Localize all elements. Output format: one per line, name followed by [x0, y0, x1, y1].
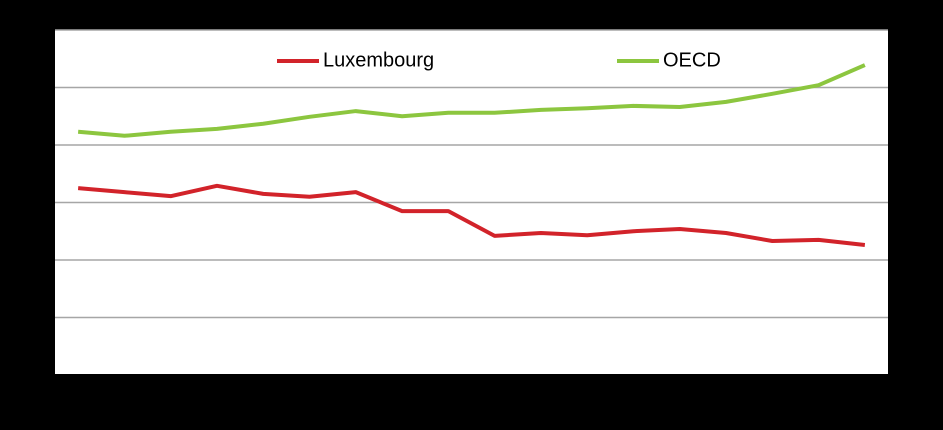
legend-label: OECD [663, 49, 721, 71]
line [77, 63, 866, 138]
line [77, 183, 866, 248]
legend-label: Luxembourg [323, 49, 434, 71]
